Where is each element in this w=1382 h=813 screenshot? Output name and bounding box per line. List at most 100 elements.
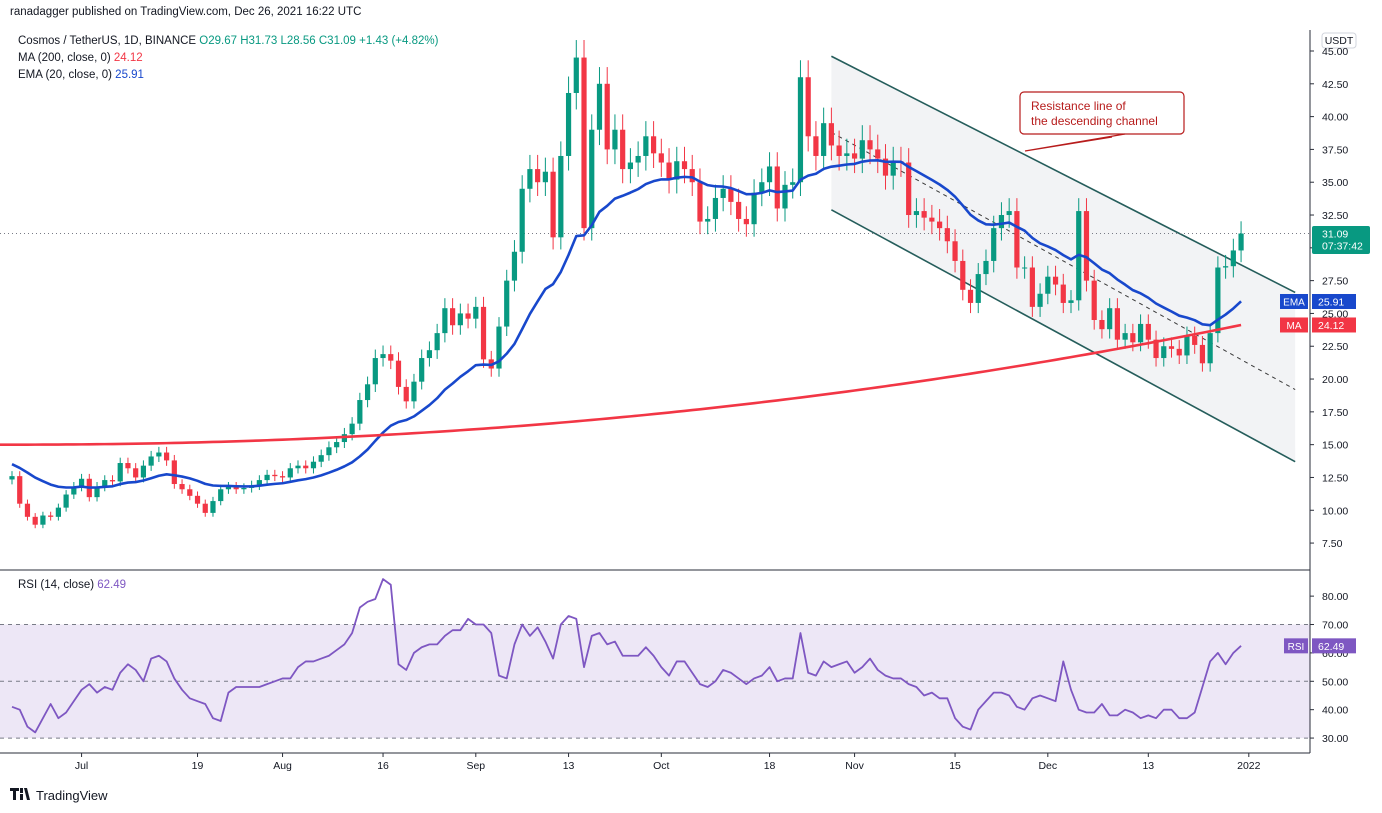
ma-value: 24.12 (113, 52, 143, 64)
time-tick-label: 19 (192, 760, 204, 772)
candle-body (805, 77, 811, 137)
price-tick-label: 25.00 (1322, 308, 1348, 320)
candle-body (148, 456, 154, 466)
candle-body (55, 507, 61, 517)
price-tick-label: 17.50 (1322, 407, 1348, 419)
candle-body (844, 153, 850, 156)
annotation-box (1019, 91, 1185, 135)
candle-body (372, 358, 378, 385)
candle-body (720, 188, 726, 198)
price-tick-label: 37.50 (1322, 144, 1348, 156)
candle-body (828, 123, 834, 146)
price-tick-label: 15.00 (1322, 440, 1348, 452)
time-tick-label: Sep (466, 760, 485, 772)
candle-body (859, 140, 865, 159)
axes: USDT 7.50 10.00 12.50 15.00 17.50 20.00 22.50 25… (0, 30, 1357, 772)
candle-body (867, 140, 873, 150)
candle-body (125, 463, 131, 469)
candle-body (1052, 276, 1059, 285)
time-tick-label: 15 (949, 760, 961, 772)
candle-body (1176, 348, 1182, 356)
candle-body (921, 211, 927, 218)
candle-body (1029, 267, 1035, 307)
candle-body (558, 155, 564, 238)
candle-body (906, 162, 912, 216)
candle-body (1207, 333, 1213, 364)
ema-tag-label: EMA (1283, 297, 1305, 308)
candle-body (117, 463, 123, 482)
candle-body (326, 447, 332, 456)
candle-body (728, 188, 734, 202)
price-tick-label: 7.50 (1322, 538, 1343, 550)
candle-body (1022, 267, 1028, 269)
tv-brand: TradingView (36, 788, 108, 803)
candle-body (1014, 211, 1020, 268)
candle-body (403, 386, 409, 402)
rsi-tag-value-bg (1312, 638, 1356, 654)
candle-body (766, 166, 773, 183)
candle-body (689, 169, 695, 183)
candle-body (1006, 211, 1012, 216)
candle-body (102, 480, 108, 487)
time-tick-label: Jul (75, 760, 88, 772)
candle-body (929, 217, 935, 222)
candle-body (998, 215, 1005, 229)
candle-body (697, 182, 703, 222)
candle-body (1114, 308, 1120, 340)
channel-upper-line (831, 55, 1296, 294)
candle-body (473, 306, 479, 319)
candle-body (218, 489, 224, 502)
ema-tag-value-bg (1312, 293, 1356, 309)
candle-body (1145, 323, 1151, 340)
candle-body (295, 465, 301, 469)
candle-body (913, 211, 920, 216)
rsi-tick-label: 30.00 (1322, 733, 1348, 745)
ema-tag-label-bg (1280, 293, 1308, 309)
rsi-line (11, 578, 1242, 734)
candle-body (442, 308, 448, 334)
rsi-tick-label: 70.00 (1322, 620, 1348, 632)
candle-body (960, 260, 966, 290)
ema-label: EMA (20, close, 0) (18, 69, 112, 81)
candle-body (1091, 280, 1097, 320)
symbol-name: Cosmos / TetherUS, 1D, BINANCE (18, 35, 197, 47)
candle-body (48, 515, 54, 517)
tv-logo-icon (10, 788, 32, 803)
candle-body (78, 478, 85, 487)
symbol-legend: Cosmos / TetherUS, 1D, BINANCE O29.67 H3… (18, 35, 438, 47)
candle-body (1199, 344, 1206, 364)
candle-body (589, 129, 595, 229)
candle-body (1161, 346, 1167, 359)
ma-tag-value-bg (1312, 317, 1356, 333)
candle-body (24, 503, 31, 517)
price-change: +1.43 (+4.82%) (359, 35, 439, 47)
candlestick-series (9, 40, 1244, 529)
time-tick-label: Aug (273, 760, 292, 772)
footer-brand[interactable]: TradingView (10, 788, 108, 803)
ema-legend: EMA (20, close, 0) 25.91 (18, 69, 144, 81)
candle-body (179, 484, 185, 490)
candle-body (612, 129, 618, 150)
price-tick-label: 12.50 (1322, 472, 1348, 484)
candle-body (944, 228, 950, 242)
candle-body (318, 455, 324, 462)
candle-body (225, 486, 232, 490)
candle-body (156, 452, 162, 457)
candle-body (450, 308, 456, 326)
candle-body (40, 515, 46, 525)
candle-body (287, 468, 293, 478)
annotation-text: the descending channel (1031, 114, 1158, 128)
candle-body (171, 460, 177, 485)
candle-body (357, 400, 363, 424)
candle-body (581, 57, 587, 229)
ohlc-values: O29.67 H31.73 L28.56 C31.09 (199, 35, 356, 47)
candle-body (643, 136, 649, 156)
candle-body (620, 129, 626, 170)
candle-body (194, 495, 201, 504)
time-tick-label: 18 (764, 760, 776, 772)
candle-body (9, 476, 15, 480)
candle-body (109, 480, 116, 482)
